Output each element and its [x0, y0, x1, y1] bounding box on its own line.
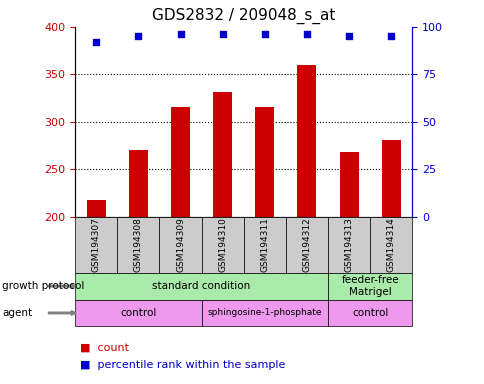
Text: GSM194311: GSM194311	[260, 217, 269, 272]
Bar	[213, 93, 232, 217]
Bar	[171, 107, 190, 217]
Text: ■  percentile rank within the sample: ■ percentile rank within the sample	[80, 360, 285, 370]
Text: GSM194309: GSM194309	[176, 217, 184, 272]
Text: ■  count: ■ count	[80, 343, 129, 353]
Title: GDS2832 / 209048_s_at: GDS2832 / 209048_s_at	[151, 8, 335, 24]
Point	[260, 31, 268, 38]
Text: control: control	[120, 308, 156, 318]
Point	[134, 33, 142, 40]
Point	[302, 31, 310, 38]
Text: control: control	[351, 308, 388, 318]
Text: GSM194310: GSM194310	[218, 217, 227, 272]
Text: agent: agent	[2, 308, 32, 318]
Text: GSM194307: GSM194307	[91, 217, 101, 272]
Text: GSM194314: GSM194314	[386, 217, 395, 272]
Text: sphingosine-1-phosphate: sphingosine-1-phosphate	[207, 308, 321, 318]
Text: GSM194308: GSM194308	[134, 217, 143, 272]
Text: GSM194312: GSM194312	[302, 217, 311, 272]
Point	[176, 31, 184, 38]
Point	[92, 39, 100, 45]
Text: growth protocol: growth protocol	[2, 281, 85, 291]
Text: standard condition: standard condition	[152, 281, 250, 291]
Bar	[297, 65, 316, 217]
Bar	[381, 140, 400, 217]
Text: feeder-free
Matrigel: feeder-free Matrigel	[341, 275, 398, 297]
Bar	[129, 151, 148, 217]
Point	[387, 33, 394, 40]
Point	[218, 31, 226, 38]
Bar	[339, 152, 358, 217]
Bar	[255, 107, 273, 217]
Point	[345, 33, 352, 40]
Bar	[87, 200, 106, 217]
Text: GSM194313: GSM194313	[344, 217, 353, 272]
